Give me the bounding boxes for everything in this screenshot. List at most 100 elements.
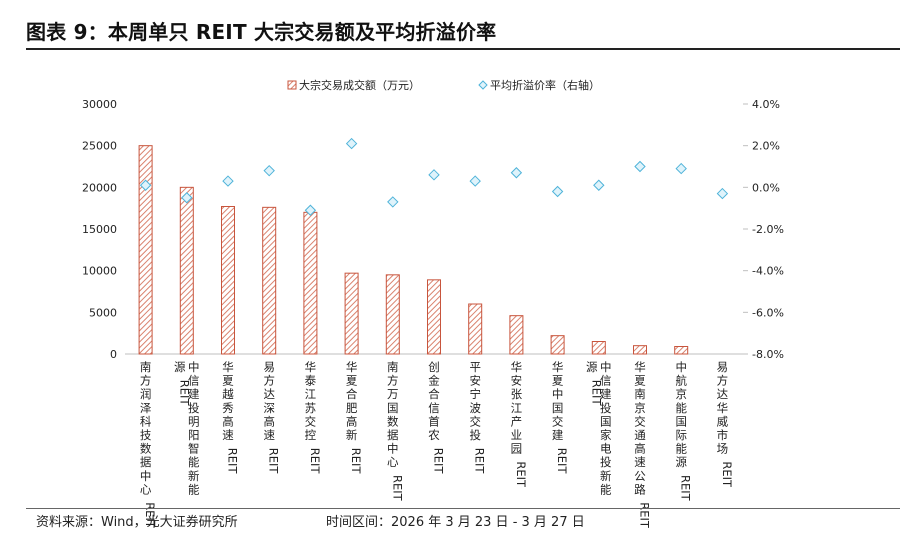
category-label-char: 中 (140, 469, 152, 483)
category-label-char: 能 (675, 442, 687, 456)
y-right-tick-label: 2.0% (752, 140, 780, 153)
category-label-char: 中 (188, 360, 200, 374)
y-right-tick-label: -8.0% (752, 348, 784, 361)
marker-point (675, 162, 687, 175)
category-label-suffix: REIT (473, 448, 487, 475)
category-label-char: 新 (346, 428, 358, 442)
category-label-suffix: REIT (226, 448, 240, 475)
category-label-char: 航 (675, 374, 687, 388)
category-label-char: 京 (675, 387, 687, 401)
category-label-suffix: REIT (349, 448, 363, 475)
category-label-char: 产 (511, 414, 523, 428)
y-left-tick-label: 10000 (82, 265, 117, 278)
category-label-char: 中 (387, 442, 399, 456)
category-label-char: 方 (263, 374, 275, 388)
category-label-char: 交 (305, 414, 317, 428)
bar (674, 346, 689, 355)
category-label-char: 源 (586, 360, 598, 374)
footer-rule (26, 508, 900, 509)
category-label-char: 江 (511, 401, 523, 415)
category-label-char: 高 (263, 414, 275, 428)
category-label-char: 易 (717, 360, 729, 374)
category-label-suffix: REIT (267, 448, 281, 475)
category-label-suffix: REIT (308, 448, 322, 475)
category-label-char: 速 (634, 455, 646, 469)
marker-point (139, 179, 152, 191)
category-label-char: 信 (428, 401, 440, 415)
bar (550, 335, 565, 355)
category-label-char: 阳 (188, 428, 200, 442)
category-label-char: 张 (511, 387, 523, 401)
category-label-char: 能 (188, 482, 200, 496)
category-labels: 南方润泽科技数据中心REIT中信建投明阳智能新能源REIT华夏越秀高速REIT易… (140, 360, 734, 529)
marker-point (263, 164, 275, 177)
y-right-tick-label: -4.0% (752, 265, 784, 278)
category-label-char: 速 (222, 428, 234, 442)
category-label-char: 交 (552, 414, 564, 428)
category-label-char: 华 (552, 360, 564, 374)
category-label-char: 平 (469, 360, 481, 374)
category-label-char: 电 (600, 442, 612, 456)
bar (509, 315, 524, 355)
category-label-char: 深 (263, 401, 275, 415)
category-label-char: 华 (305, 360, 317, 374)
category-label-char: 路 (634, 482, 646, 496)
category-label-char: 方 (717, 374, 729, 388)
category-label-char: 信 (600, 374, 612, 388)
marker-point (593, 179, 605, 191)
marker-series (139, 137, 729, 216)
category-label-char: 泰 (305, 374, 317, 388)
category-label-char: 际 (675, 428, 687, 442)
category-label-char: 南 (634, 387, 646, 401)
source-note: 资料来源：Wind，光大证券研究所 (36, 515, 238, 530)
category-label-char: 智 (188, 442, 200, 456)
time-period-note: 时间区间：2026 年 3 月 23 日 - 3 月 27 日 (326, 515, 585, 530)
category-label-char: 安 (511, 374, 523, 388)
category-label-char: 越 (222, 387, 234, 401)
category-label-suffix: REIT (555, 448, 569, 475)
category-label-char: 业 (511, 428, 523, 442)
category-label-suffix: REIT (720, 461, 734, 488)
marker-point (222, 175, 234, 187)
marker-point (304, 204, 317, 216)
category-label-char: 建 (188, 387, 200, 401)
category-label-char: 创 (428, 360, 440, 374)
legend-marker-swatch (478, 80, 488, 90)
category-label-char: 数 (140, 442, 152, 456)
category-label-char: 夏 (552, 374, 564, 388)
category-label-char: 明 (188, 414, 200, 428)
marker-point (181, 192, 193, 204)
category-label-char: 高 (222, 414, 234, 428)
category-label-char: 夏 (222, 374, 234, 388)
bar (633, 345, 647, 355)
category-label-char: 投 (600, 401, 612, 415)
bar (138, 145, 153, 355)
marker-point (716, 187, 729, 200)
title-rule (26, 48, 900, 50)
category-label-suffix: REIT (638, 502, 652, 529)
category-label-char: 润 (140, 387, 152, 401)
category-label-suffix: REIT (589, 380, 603, 407)
category-label-char: 源 (675, 455, 687, 469)
category-label-char: 国 (387, 401, 399, 415)
category-label-char: 夏 (634, 374, 646, 388)
category-label-suffix: REIT (679, 475, 693, 502)
category-label-char: 江 (305, 387, 317, 401)
legend-bar-label: 大宗交易成交额（万元） (299, 78, 420, 92)
bar (344, 272, 359, 355)
category-label-char: 威 (717, 414, 729, 428)
category-label-char: 国 (675, 414, 687, 428)
category-label-char: 投 (469, 428, 481, 442)
category-label-char: 家 (600, 428, 612, 442)
y-right-tick-label: 0.0% (752, 181, 780, 194)
